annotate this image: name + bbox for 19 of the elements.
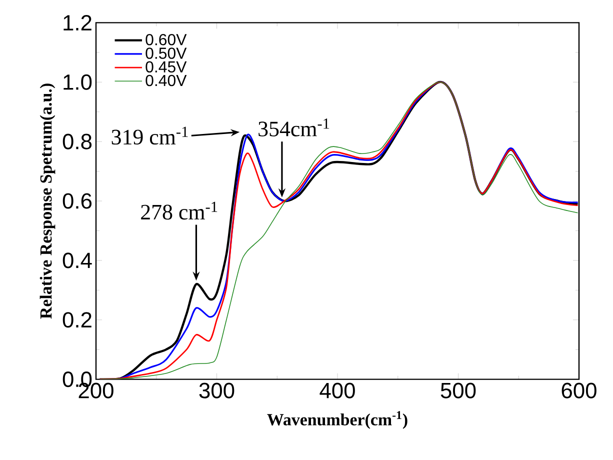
x-axis-title: Wavenumber(cm$^{-1}$) xyxy=(267,411,408,429)
annotation: 319 cm$^{-1}$ xyxy=(112,126,188,145)
x-tick-label: 600 xyxy=(562,382,596,398)
x-tick-label: 400 xyxy=(320,382,355,398)
x-tick-label: 500 xyxy=(440,382,476,398)
y-axis-title: Relative Response Spetrum(a.u.) xyxy=(40,84,56,319)
legend-label: 0.45V xyxy=(146,61,187,73)
y-tick-label: 0.6 xyxy=(62,193,92,209)
y-tick-label: 1.0 xyxy=(64,74,92,90)
y-tick-label: 1.2 xyxy=(64,15,92,30)
legend-label: 0.60V xyxy=(146,34,187,46)
annotation: 278 cm$^{-1}$ xyxy=(141,202,218,220)
y-tick-label: 0.8 xyxy=(62,134,92,150)
y-tick-label: 0.4 xyxy=(62,252,92,268)
y-tick-label: 0.2 xyxy=(62,312,92,328)
legend-label: 0.50V xyxy=(146,48,187,59)
x-tick-label: 300 xyxy=(199,382,234,398)
annotation: 354cm$^{-1}$ xyxy=(258,118,330,136)
legend-label: 0.40V xyxy=(146,74,187,86)
